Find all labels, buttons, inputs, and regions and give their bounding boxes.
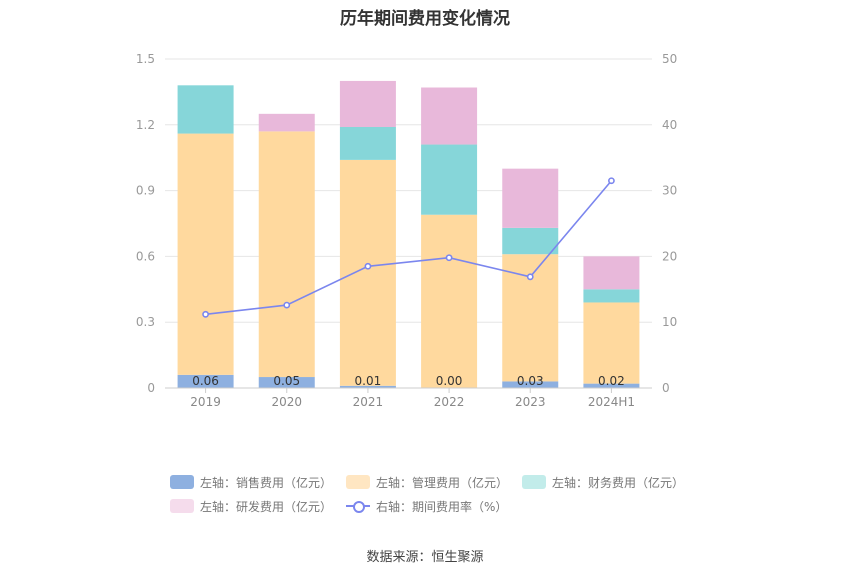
right-tick-label: 0 (662, 381, 670, 395)
bar-segment-admin[interactable] (258, 131, 315, 378)
legend: 左轴：销售费用（亿元） 左轴：管理费用（亿元） 左轴：财务费用（亿元） 左轴：研… (170, 470, 730, 518)
bar-segment-admin[interactable] (339, 159, 396, 386)
x-tick-label: 2020 (271, 395, 302, 409)
right-tick-label: 30 (662, 184, 677, 198)
x-axis: 2019 2020 2021 2022 2023 2024H1 (165, 387, 652, 409)
legend-label-rate: 右轴：期间费用率（%） (376, 499, 508, 514)
left-tick-label: 0.9 (136, 184, 155, 198)
legend-label-rnd: 左轴：研发费用（亿元） (200, 499, 333, 514)
rate-point[interactable] (364, 262, 372, 270)
right-tick-label: 10 (662, 315, 677, 329)
legend-row-2: 左轴：研发费用（亿元） 右轴：期间费用率（%） (170, 494, 730, 518)
legend-swatch-rnd (170, 499, 194, 513)
left-tick-label: 0 (147, 381, 155, 395)
legend-item-finance[interactable]: 左轴：财务费用（亿元） (522, 474, 684, 491)
left-tick-label: 0.3 (136, 315, 155, 329)
x-tick-label: 2022 (434, 395, 465, 409)
legend-item-admin[interactable]: 左轴：管理费用（亿元） (346, 474, 508, 491)
data-label-sales: 0.00 (436, 374, 463, 388)
rate-point[interactable] (283, 301, 291, 309)
rate-point[interactable] (202, 310, 209, 318)
legend-label-admin: 左轴：管理费用（亿元） (376, 475, 509, 490)
bar-segment-rnd[interactable] (258, 113, 315, 132)
legend-line-marker-icon (346, 499, 371, 513)
chart-title: 历年期间费用变化情况 (340, 9, 510, 29)
data-label-sales: 0.02 (598, 374, 625, 388)
bar-segment-rnd[interactable] (583, 256, 640, 290)
bar-segment-admin[interactable] (421, 214, 478, 388)
bar-segment-sales[interactable] (583, 383, 640, 388)
rate-point[interactable] (608, 177, 615, 185)
grid-layer (165, 58, 652, 323)
rate-point[interactable] (445, 254, 453, 262)
left-tick-label: 0.6 (136, 249, 155, 263)
bar-segment-sales[interactable] (258, 377, 315, 388)
rate-line (205, 180, 613, 316)
data-label-sales: 0.03 (517, 374, 544, 388)
bar-segment-finance[interactable] (502, 227, 559, 255)
x-tick-label: 2023 (515, 395, 546, 409)
left-axis: 0 0.3 0.6 0.9 1.2 1.5 (136, 52, 155, 395)
bar-segment-rnd[interactable] (502, 168, 559, 228)
bar-segment-finance[interactable] (339, 126, 396, 160)
right-tick-label: 20 (662, 249, 677, 263)
bar-segment-rnd[interactable] (339, 80, 396, 127)
bar-segment-rnd[interactable] (421, 87, 478, 145)
rate-point[interactable] (526, 273, 534, 281)
bar-segment-admin[interactable] (177, 133, 234, 375)
bar-segment-sales[interactable] (177, 374, 234, 388)
bar-segment-finance[interactable] (177, 85, 234, 134)
right-tick-label: 40 (662, 118, 677, 132)
data-label-sales: 0.05 (273, 374, 300, 388)
bar-segment-finance[interactable] (421, 144, 478, 215)
bar-segment-finance[interactable] (583, 289, 640, 303)
data-label-sales: 0.06 (192, 374, 219, 388)
legend-item-sales[interactable]: 左轴：销售费用（亿元） (170, 474, 332, 491)
bar-segment-admin[interactable] (583, 302, 640, 384)
right-axis: 0 10 20 30 40 50 (662, 52, 677, 395)
legend-item-rate[interactable]: 右轴：期间费用率（%） (346, 498, 507, 515)
source-note: 数据来源：恒生聚源 (366, 550, 484, 565)
legend-label-finance: 左轴：财务费用（亿元） (552, 475, 685, 490)
legend-item-rnd[interactable]: 左轴：研发费用（亿元） (170, 498, 332, 515)
left-tick-label: 1.2 (136, 118, 155, 132)
legend-label-sales: 左轴：销售费用（亿元） (200, 475, 333, 490)
right-tick-label: 50 (662, 52, 677, 66)
left-tick-label: 1.5 (136, 52, 155, 66)
bars-layer: 0.06 0.05 0.01 0.00 0.03 0.02 (177, 80, 640, 388)
legend-swatch-finance (522, 475, 547, 489)
bar-segment-sales[interactable] (339, 385, 396, 388)
legend-swatch-admin (346, 475, 371, 489)
x-tick-label: 2019 (190, 395, 221, 409)
legend-row-1: 左轴：销售费用（亿元） 左轴：管理费用（亿元） 左轴：财务费用（亿元） (170, 470, 730, 494)
x-tick-label: 2021 (353, 395, 384, 409)
data-label-sales: 0.01 (355, 374, 382, 388)
rate-line-layer (202, 177, 615, 318)
bar-segment-sales[interactable] (502, 381, 559, 388)
x-tick-label: 2024H1 (588, 395, 635, 409)
legend-swatch-sales (170, 475, 194, 489)
bar-segment-admin[interactable] (502, 254, 559, 382)
